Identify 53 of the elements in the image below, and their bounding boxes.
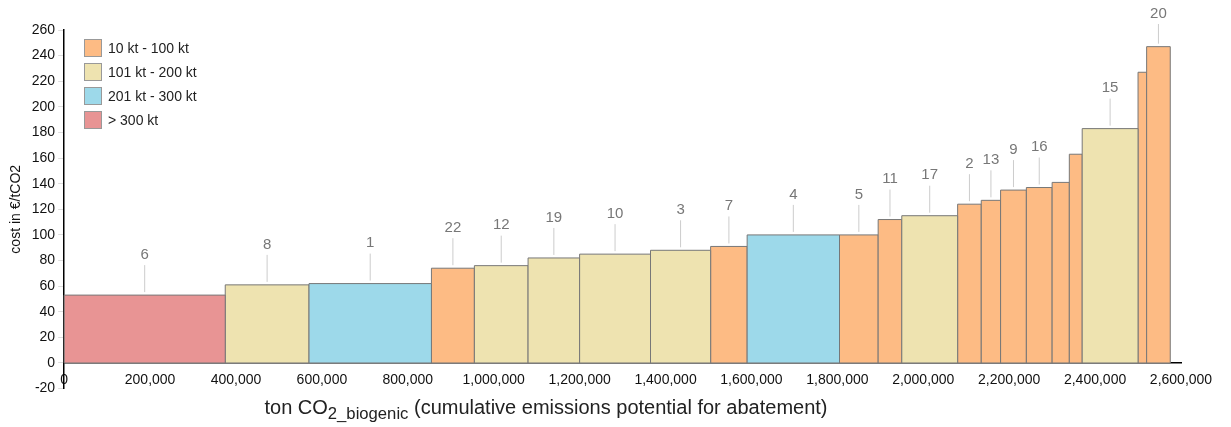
y-tick-label: 140 xyxy=(31,174,56,191)
y-tick-label: 80 xyxy=(39,251,56,268)
x-tick-label: 1,600,000 xyxy=(720,371,783,388)
annotation: 22 xyxy=(444,217,462,235)
legend-label: 10 kt - 100 kt xyxy=(108,40,189,56)
y-tick-label: 220 xyxy=(31,72,56,89)
x-tick-label: 600,000 xyxy=(296,371,348,388)
annotation: 6 xyxy=(140,244,149,262)
annotation: 7 xyxy=(724,196,734,214)
legend-label: 101 kt - 200 kt xyxy=(108,64,197,80)
annotation: 13 xyxy=(982,149,1000,167)
annotation: 3 xyxy=(676,199,685,217)
annotation: 5 xyxy=(854,184,864,202)
y-tick-label: 0 xyxy=(47,353,56,370)
annotation: 2 xyxy=(965,153,974,171)
annotation: 16 xyxy=(1030,137,1048,155)
x-tick-label: 2,200,000 xyxy=(978,371,1041,388)
x-tick-label: 1,800,000 xyxy=(806,371,869,388)
y-tick-label: 200 xyxy=(31,97,56,114)
y-tick-label: 260 xyxy=(31,20,56,37)
x-tick-label: 200,000 xyxy=(124,371,176,388)
annotation: 9 xyxy=(1009,139,1018,157)
x-tick-label: 2,000,000 xyxy=(892,371,955,388)
x-tick-label: 800,000 xyxy=(382,371,434,388)
x-axis-title: ton CO$_{2_biogenic}$ (cumulative emissions potential for abatement) xyxy=(263,396,829,424)
y-tick-label: 160 xyxy=(31,148,56,165)
y-tick-label: 240 xyxy=(31,46,56,63)
y-tick-label: -20 xyxy=(34,379,56,396)
annotation: 1 xyxy=(366,233,375,251)
annotation: 4 xyxy=(789,184,798,202)
x-tick-label: 2,600,000 xyxy=(1149,371,1213,388)
legend-label: > 300 kt xyxy=(108,112,159,128)
annotation: 8 xyxy=(262,234,272,252)
annotation: 15 xyxy=(1101,78,1119,96)
annotation: 19 xyxy=(545,207,563,225)
y-tick-label: 100 xyxy=(31,225,56,242)
y-tick-label: 40 xyxy=(39,302,56,319)
y-axis-title: cost in €/tCO2 xyxy=(7,164,24,254)
y-tick-label: 60 xyxy=(39,277,56,293)
annotation: 17 xyxy=(921,165,939,183)
x-tick-label: 1,200,000 xyxy=(548,371,611,388)
x-tick-label: 2,400,000 xyxy=(1063,371,1127,388)
legend-label: 201 kt - 300 kt xyxy=(108,88,197,104)
y-tick-label: 120 xyxy=(31,200,56,217)
y-tick-label: 180 xyxy=(31,123,56,140)
annotation: 11 xyxy=(882,169,898,187)
y-tick-label: 20 xyxy=(39,328,56,345)
annotation: 20 xyxy=(1150,3,1167,21)
x-tick-label: 400,000 xyxy=(210,371,262,388)
x-tick-label: 1,000,000 xyxy=(462,371,526,388)
x-tick-label: 1,400,000 xyxy=(634,371,697,388)
annotation: 10 xyxy=(606,203,624,221)
annotation: 12 xyxy=(492,215,510,233)
